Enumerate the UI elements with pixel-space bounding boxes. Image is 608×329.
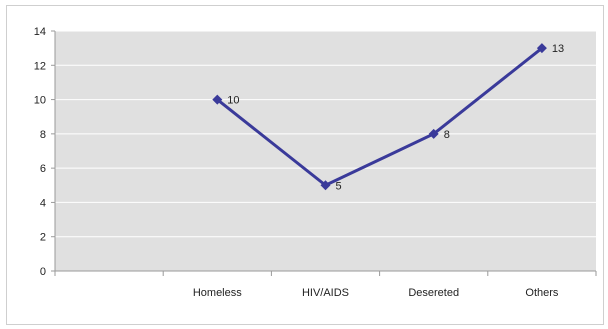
data-labels: 10 5 8 13 [227,43,564,192]
y-tick-label: 12 [34,60,46,72]
data-label: 13 [552,43,564,55]
y-tick-label: 6 [40,163,46,175]
x-tick-label: Homeless [193,287,242,299]
y-tick-label: 0 [40,266,46,278]
data-point-marker [428,128,439,139]
data-label: 10 [227,95,239,107]
data-label: 5 [336,180,342,192]
y-axis-ticks: 0 2 4 6 8 10 12 14 [34,26,55,278]
data-label: 8 [444,129,450,141]
x-axis-ticks: Homeless HIV/AIDS Desereted Others [54,271,597,299]
x-tick-label: Desereted [408,287,459,299]
y-tick-label: 10 [34,95,46,107]
plot-area [55,31,596,271]
x-tick-label: Others [525,287,559,299]
y-tick-label: 8 [40,129,46,141]
y-tick-label: 14 [34,26,46,38]
y-tick-label: 2 [40,232,46,244]
series-line [216,46,543,188]
data-point-marker [320,180,331,191]
data-point-marker [536,43,547,54]
series-group [212,43,547,191]
y-tick-label: 4 [40,197,46,209]
data-point-marker [212,94,223,105]
x-tick-label: HIV/AIDS [302,287,349,299]
axes [54,31,596,272]
